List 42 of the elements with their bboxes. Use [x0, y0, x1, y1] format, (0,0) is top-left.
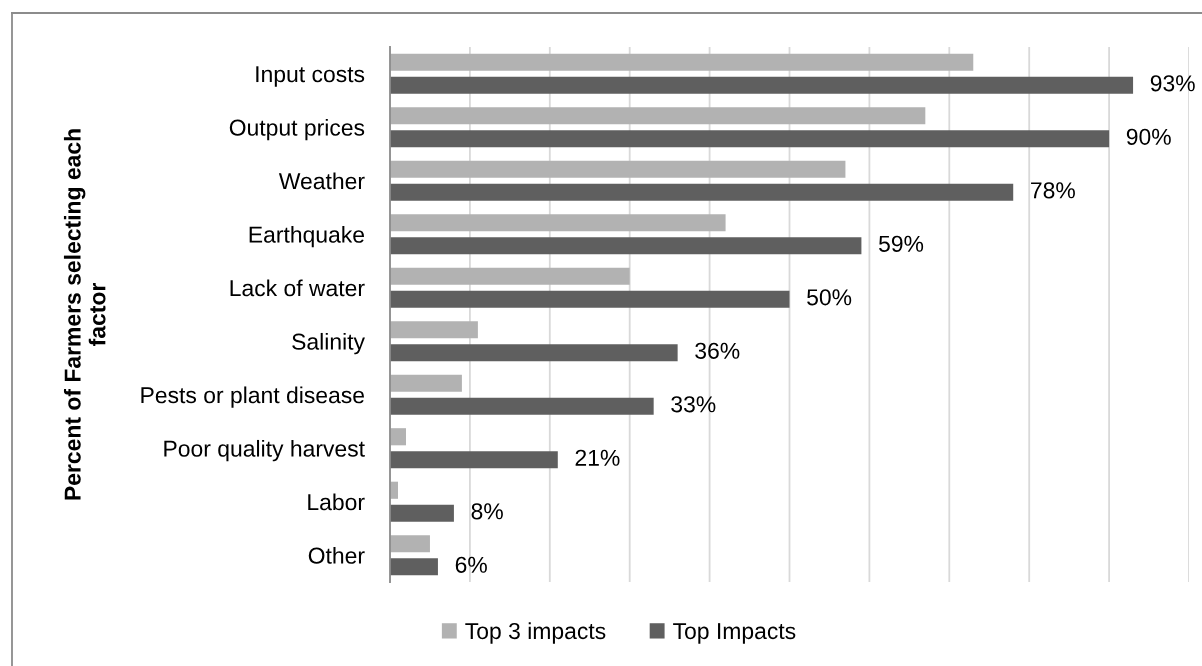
- bar: [390, 76, 1134, 94]
- legend-label: Top Impacts: [673, 623, 796, 644]
- data-label: 78%: [1031, 182, 1075, 199]
- bar: [390, 344, 678, 362]
- data-label: 21%: [575, 449, 620, 466]
- bar: [390, 397, 654, 415]
- bar: [390, 558, 438, 576]
- data-label: 59%: [878, 235, 924, 252]
- data-label: 50%: [807, 289, 852, 306]
- data-label: 36%: [695, 342, 740, 359]
- y-tick-label: Other: [308, 546, 365, 564]
- bar: [390, 130, 1110, 148]
- bar: [390, 504, 454, 522]
- bar: [390, 183, 1014, 201]
- data-label: 93%: [1150, 75, 1195, 92]
- bar: [390, 374, 462, 392]
- data-label: 6%: [455, 556, 487, 573]
- bar: [390, 267, 630, 285]
- bar: [390, 107, 926, 125]
- y-tick-label: Salinity: [292, 332, 365, 355]
- y-tick-label: Poor quality harvest: [164, 439, 365, 462]
- y-tick-label: Input costs: [256, 66, 365, 87]
- y-tick-label: Lack of water: [230, 279, 365, 297]
- data-label: 33%: [671, 396, 716, 413]
- bar: [390, 290, 790, 308]
- bar: [390, 428, 406, 446]
- bar: [390, 214, 726, 232]
- y-tick-label: Output prices: [229, 118, 365, 141]
- bar: [390, 321, 478, 339]
- data-label: 90%: [1126, 128, 1171, 145]
- y-tick-label: Weather: [278, 172, 365, 190]
- bar: [390, 451, 558, 469]
- bar: [390, 237, 862, 255]
- bar: [390, 160, 846, 178]
- y-tick-label: Labor: [308, 493, 365, 511]
- y-tick-label: Earthquake: [249, 225, 364, 248]
- data-label: 8%: [471, 503, 503, 520]
- y-axis-title: Percent of Farmers selecting each factor: [63, 129, 106, 500]
- y-tick-label: Pests or plant disease: [141, 386, 364, 408]
- legend-label: Top 3 impacts: [465, 622, 606, 644]
- bar: [390, 535, 430, 553]
- bar: [390, 53, 974, 71]
